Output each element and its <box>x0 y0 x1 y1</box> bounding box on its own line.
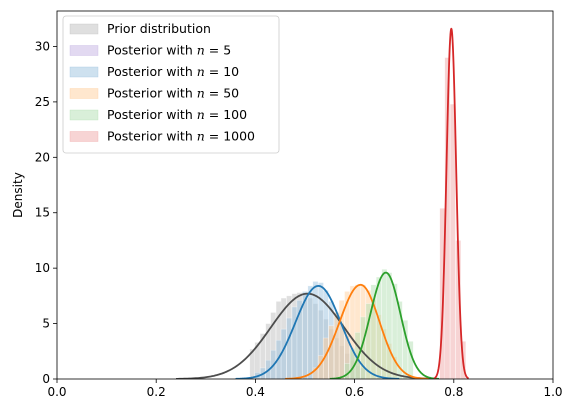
hist-bar <box>449 103 456 379</box>
x-tick-label: 0.8 <box>444 385 463 399</box>
legend-label-prefix: Posterior with <box>107 107 197 122</box>
legend-swatch <box>69 45 99 56</box>
legend-swatch <box>69 88 99 99</box>
y-axis-label: Density <box>11 172 25 218</box>
legend-label-var: n <box>197 86 205 101</box>
hist-bar <box>307 285 314 379</box>
axes: 0.0 0.2 0.4 0.6 0.8 1.0 0 5 10 15 20 25 30 Density <box>11 10 563 399</box>
plot-area <box>176 27 470 379</box>
y-tick-label: 5 <box>42 317 50 331</box>
legend-label: Posterior with n = 5 <box>107 43 231 58</box>
legend-label-prefix: Posterior with <box>107 43 197 58</box>
kde-line-2 <box>235 284 400 379</box>
y-tick-label: 30 <box>35 39 50 53</box>
legend-swatch <box>69 66 99 78</box>
legend-label: Prior distribution <box>107 21 211 36</box>
legend-label-var: n <box>197 64 205 79</box>
y-tick-label: 25 <box>35 95 50 109</box>
legend-label-prefix: Posterior with <box>107 64 197 79</box>
x-tick-label: 1.0 <box>543 385 562 399</box>
legend-label-prefix: Posterior with <box>107 129 197 144</box>
legend-label-suffix: = 10 <box>205 64 239 79</box>
y-tick-label: 10 <box>35 261 50 275</box>
kde-line-4 <box>329 271 440 379</box>
kde-line-0 <box>176 292 439 379</box>
legend-label: Posterior with n = 50 <box>107 86 239 101</box>
legend-label-prefix: Posterior with <box>107 86 197 101</box>
legend-swatch <box>69 23 99 35</box>
legend-label-suffix: = 50 <box>205 86 239 101</box>
axes-frame <box>56 10 554 380</box>
hist-bar <box>381 269 388 379</box>
legend-label-var: n <box>197 129 205 144</box>
y-tick-label: 0 <box>42 372 50 386</box>
hist-bar <box>344 363 351 379</box>
series-bars-5 <box>439 57 467 379</box>
legend-box <box>62 15 280 154</box>
plot-inner <box>176 27 470 379</box>
kde-line-5 <box>433 27 470 379</box>
legend-label: Posterior with n = 100 <box>107 107 247 122</box>
y-tick-label: 20 <box>35 150 50 164</box>
legend-label-suffix: = 5 <box>205 43 231 58</box>
legend-label-suffix: = 1000 <box>205 129 255 144</box>
hist-bar <box>328 325 335 379</box>
legend-label: Posterior with n = 1000 <box>107 129 255 144</box>
y-tick-label: 15 <box>35 206 50 220</box>
legend-label-var: n <box>197 43 205 58</box>
x-tick-label: 0.4 <box>246 385 265 399</box>
legend-label-suffix: = 100 <box>205 107 247 122</box>
legend-label: Posterior with n = 10 <box>107 64 239 79</box>
hist-bar <box>286 317 293 379</box>
legend-label-var: n <box>197 107 205 122</box>
legend-swatch <box>69 109 99 121</box>
kde-line-3 <box>285 283 430 379</box>
legend-swatch <box>69 131 99 142</box>
x-tick-label: 0.0 <box>47 385 66 399</box>
x-tick-label: 0.6 <box>345 385 364 399</box>
x-tick-label: 0.2 <box>147 385 166 399</box>
hist-bar <box>386 272 393 379</box>
